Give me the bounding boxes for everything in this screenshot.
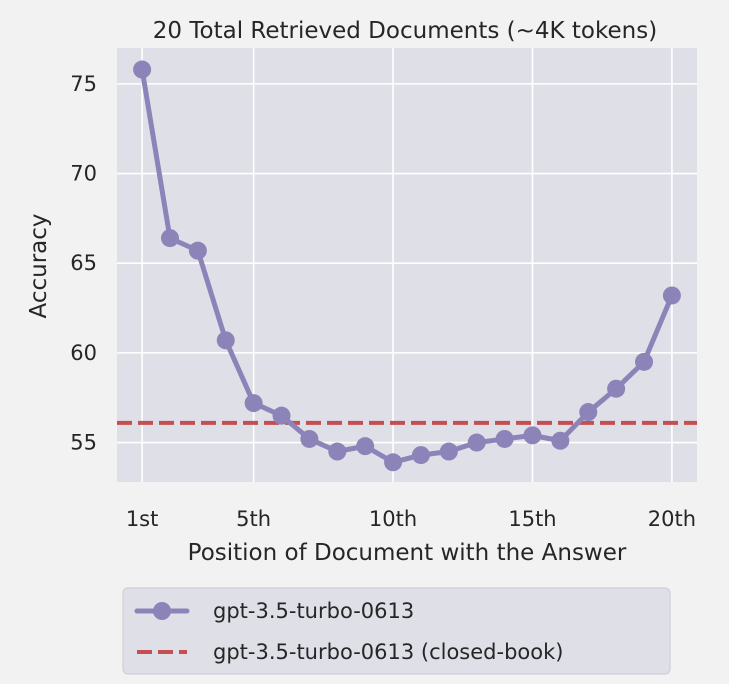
y-tick-label: 70: [70, 162, 97, 186]
x-tick-labels: 1st 5th 10th 15th 20th: [126, 507, 696, 531]
accuracy-point: [523, 426, 542, 445]
plot-area: [117, 48, 697, 482]
chart-title: 20 Total Retrieved Documents (~4K tokens…: [153, 18, 657, 44]
accuracy-point: [244, 394, 263, 413]
legend-label-accuracy: gpt-3.5-turbo-0613: [213, 599, 414, 623]
accuracy-point: [328, 442, 347, 461]
x-tick-label: 5th: [236, 507, 271, 531]
x-tick-label: 20th: [648, 507, 696, 531]
accuracy-point: [160, 229, 179, 248]
accuracy-point: [495, 429, 514, 448]
accuracy-point: [662, 286, 681, 305]
accuracy-point: [635, 352, 654, 371]
y-tick-label: 65: [70, 251, 97, 275]
accuracy-point: [411, 446, 430, 465]
y-axis-title: Accuracy: [26, 213, 52, 318]
accuracy-point: [579, 403, 598, 422]
accuracy-point: [272, 406, 291, 425]
accuracy-point: [439, 442, 458, 461]
accuracy-point: [216, 331, 235, 350]
x-axis-title: Position of Document with the Answer: [188, 540, 627, 566]
series-layer: [117, 60, 697, 472]
accuracy-point: [133, 60, 152, 79]
accuracy-point: [356, 437, 375, 456]
y-tick-labels: 55 60 65 70 75: [70, 72, 97, 455]
y-tick-label: 60: [70, 341, 97, 365]
legend-box: [122, 587, 671, 675]
accuracy-point: [300, 429, 319, 448]
accuracy-point: [384, 453, 403, 472]
x-tick-label: 15th: [508, 507, 556, 531]
x-tick-label: 10th: [369, 507, 417, 531]
legend-label-closed-book: gpt-3.5-turbo-0613 (closed-book): [213, 640, 563, 664]
x-tick-label: 1st: [126, 507, 159, 531]
accuracy-point: [551, 431, 570, 450]
accuracy-point: [607, 379, 626, 398]
legend: gpt-3.5-turbo-0613 gpt-3.5-turbo-0613 (cl…: [122, 587, 671, 675]
accuracy-point: [188, 241, 207, 260]
y-tick-label: 55: [70, 431, 97, 455]
y-tick-label: 75: [70, 72, 97, 96]
accuracy-point: [467, 433, 486, 452]
legend-point-marker: [153, 602, 171, 620]
